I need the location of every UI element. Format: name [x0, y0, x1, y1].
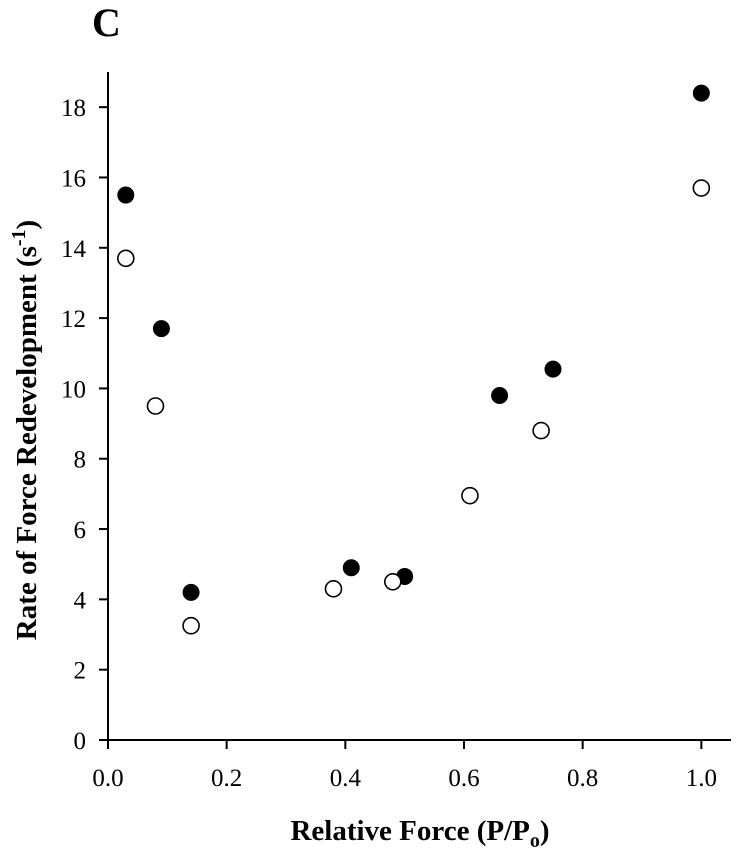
x-tick-label: 0.0: [92, 765, 123, 792]
x-tick-label: 0.6: [448, 765, 479, 792]
filled-data-point: [182, 583, 200, 601]
open-data-point: [461, 486, 479, 505]
y-tick-label: 16: [61, 165, 86, 192]
y-axis-title-close: ): [11, 220, 43, 230]
x-tick-label: 0.4: [330, 765, 362, 792]
y-tick-label: 10: [61, 376, 86, 403]
open-data-point: [324, 580, 343, 598]
open-data-point: [182, 616, 200, 635]
y-axis-title-main: Rate of Force Redevelopment (s: [11, 246, 43, 640]
y-tick-label: 4: [74, 587, 87, 614]
filled-data-point: [152, 320, 170, 338]
y-tick-label: 14: [61, 236, 87, 263]
x-tick-label: 0.2: [211, 765, 242, 792]
filled-data-point: [491, 386, 509, 404]
x-axis-title-sub: o: [530, 830, 540, 852]
open-data-point: [532, 421, 550, 440]
open-data-point: [383, 572, 402, 591]
filled-data-point: [544, 360, 562, 378]
x-tick-label: 0.8: [567, 765, 598, 792]
panel-label: C: [92, 0, 121, 45]
x-ticks: 0.0 0.2 0.4 0.6 0.8 1.0: [92, 740, 717, 792]
open-data-point: [692, 179, 711, 197]
filled-data-point: [692, 84, 710, 102]
y-tick-label: 12: [61, 306, 86, 333]
y-tick-label: 2: [74, 658, 87, 685]
y-tick-label: 18: [61, 95, 86, 122]
data-points: [117, 84, 711, 635]
y-ticks: 0 2 4 6 8 10 12 14 16 18: [61, 95, 108, 755]
filled-data-point: [342, 559, 360, 577]
open-data-point: [117, 249, 135, 268]
axes: [107, 72, 731, 741]
y-tick-label: 6: [74, 517, 87, 544]
y-tick-label: 0: [74, 728, 87, 755]
x-axis-title-main: Relative Force (P/P: [290, 815, 529, 847]
y-axis-title-sup: -1: [8, 229, 30, 246]
x-axis-title-close: ): [540, 815, 550, 847]
y-tick-label: 8: [74, 447, 87, 474]
y-axis-title: Rate of Force Redevelopment (s-1): [8, 220, 43, 640]
x-tick-label: 1.0: [686, 765, 717, 792]
filled-data-point: [117, 186, 135, 204]
x-axis-title: Relative Force (P/Po): [290, 815, 549, 852]
open-data-point: [146, 397, 165, 415]
